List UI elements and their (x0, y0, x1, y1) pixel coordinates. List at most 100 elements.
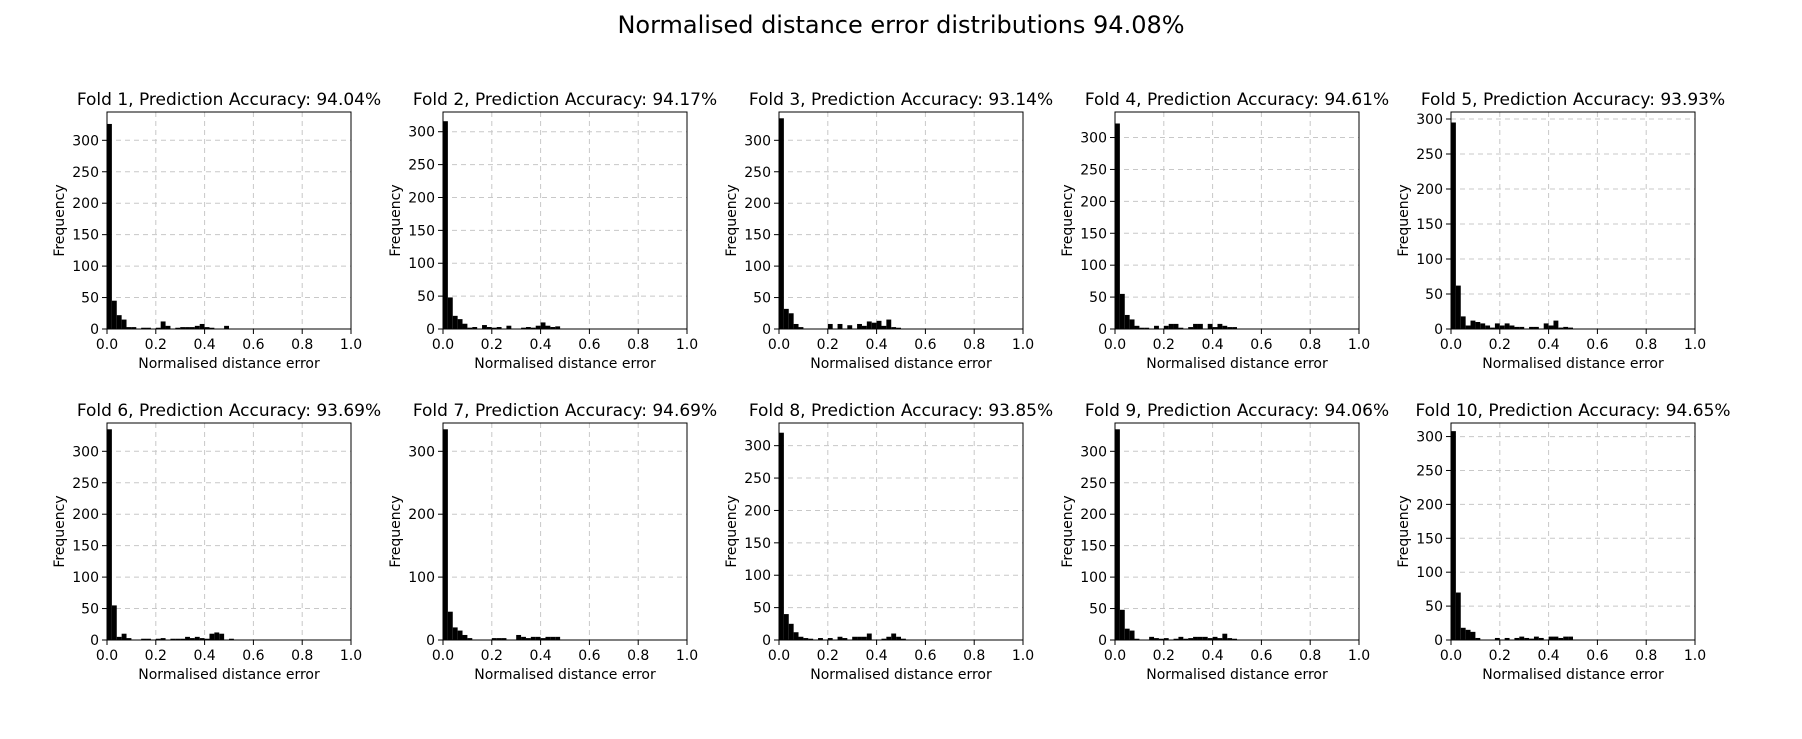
x-tick-label: 0.4 (1537, 648, 1559, 664)
histogram-bar (1494, 323, 1500, 329)
histogram-bar (1509, 325, 1515, 329)
panel-title: Fold 1, Prediction Accuracy: 94.04% (77, 90, 381, 110)
panel-title: Fold 2, Prediction Accuracy: 94.17% (413, 90, 717, 110)
histogram-bar (1124, 314, 1130, 329)
histogram-bar (1451, 122, 1456, 329)
histogram-bar (1154, 325, 1159, 329)
axes-frame (442, 422, 688, 641)
x-tick-label: 0.2 (1153, 648, 1175, 664)
histogram-bar (1202, 636, 1208, 640)
histogram-bar (107, 123, 112, 330)
histogram-bar (1193, 323, 1198, 329)
histogram-bar (555, 326, 561, 329)
histogram-bar (1558, 637, 1564, 640)
histogram-bar (121, 319, 127, 329)
histogram-panel-5: 0.0 0.2 0.4 0.6 0.8 1.0 0 50 100 150 200 250 300 Fold… (1396, 90, 1725, 372)
y-tick-label: 50 (81, 602, 99, 618)
histogram-bar (896, 636, 901, 640)
y-tick-label: 150 (1416, 217, 1443, 233)
histogram-bar (452, 627, 458, 640)
panel-title: Fold 6, Prediction Accuracy: 93.69% (77, 401, 381, 421)
histogram-bar (1197, 636, 1203, 640)
histogram-bar (857, 323, 862, 329)
x-tick-label: 0.6 (578, 648, 600, 664)
y-tick-label: 200 (72, 507, 99, 523)
y-axis-label: Frequency (1396, 495, 1412, 567)
histogram-bar (545, 636, 551, 640)
x-tick-label: 0.0 (1104, 337, 1126, 353)
histogram-bar (798, 327, 804, 329)
histogram-bar (1455, 592, 1461, 640)
histogram-bar (827, 638, 833, 640)
histogram-bar (1514, 637, 1520, 640)
y-tick-label: 50 (1425, 599, 1443, 615)
histogram-bar (852, 636, 858, 640)
y-tick-label: 250 (1416, 147, 1443, 163)
y-tick-label: 300 (1416, 112, 1443, 128)
histogram-bar (1504, 637, 1510, 640)
x-tick-label: 0.2 (1153, 337, 1175, 353)
histogram-bar (155, 327, 161, 329)
y-tick-label: 50 (1089, 290, 1107, 306)
histogram-panel-2: 0.0 0.2 0.4 0.6 0.8 1.0 0 50 100 150 200 250 300 Fold… (388, 90, 717, 372)
histogram-bar (457, 630, 463, 640)
histogram-bar (1524, 637, 1530, 640)
y-axis-label: Frequency (1060, 495, 1076, 567)
histogram-bar (486, 327, 492, 329)
histogram-bar (783, 614, 789, 640)
y-axis-label: Frequency (52, 495, 68, 567)
y-tick-label: 0 (1434, 633, 1443, 649)
histogram-bar (170, 638, 176, 640)
y-tick-label: 150 (744, 536, 771, 552)
histogram-bar (1465, 629, 1471, 640)
histogram-bar (779, 118, 784, 329)
histogram-bar (175, 327, 181, 329)
histogram-bar (1119, 609, 1125, 640)
histogram-panel-6: 0.0 0.2 0.4 0.6 0.8 1.0 0 50 100 150 200 250 300 Fold… (52, 401, 381, 683)
histogram-bar (1222, 325, 1228, 329)
histogram-bar (1519, 636, 1525, 640)
x-tick-label: 1.0 (340, 337, 362, 353)
x-axis-label: Normalised distance error (1146, 356, 1328, 372)
histogram-bar (1119, 293, 1125, 329)
y-tick-label: 100 (72, 570, 99, 586)
histogram-bar (540, 638, 546, 640)
y-axis-label: Frequency (52, 184, 68, 256)
histogram-bar (788, 313, 794, 329)
y-tick-label: 0 (762, 322, 771, 338)
histogram-bar (199, 638, 205, 640)
y-tick-label: 100 (1080, 570, 1107, 586)
x-tick-label: 0.8 (627, 337, 649, 353)
histogram-bar (496, 638, 502, 640)
histogram-bar (1451, 431, 1456, 640)
histogram-bar (842, 638, 848, 640)
panel-title: Fold 9, Prediction Accuracy: 94.06% (1085, 401, 1389, 421)
y-tick-label: 200 (408, 190, 435, 206)
x-tick-label: 0.4 (1201, 337, 1223, 353)
histogram-bar (1227, 327, 1233, 329)
histogram-bar (857, 636, 862, 640)
x-axis-label: Normalised distance error (138, 667, 320, 683)
histogram-bar (467, 638, 473, 640)
histogram-bar (111, 300, 117, 329)
y-tick-label: 300 (744, 439, 771, 455)
histogram-bar (837, 323, 843, 329)
histogram-bar (793, 632, 799, 640)
histogram-bar (1558, 327, 1564, 329)
histogram-bar (876, 320, 882, 329)
histogram-bar (141, 638, 147, 640)
x-tick-label: 0.8 (1635, 337, 1657, 353)
x-tick-label: 1.0 (1012, 337, 1034, 353)
x-tick-label: 0.8 (1299, 648, 1321, 664)
histogram-bar (535, 636, 541, 640)
figure-title: Normalised distance error distributions … (617, 11, 1184, 39)
histogram-bar (204, 638, 210, 640)
x-axis-label: Normalised distance error (1146, 667, 1328, 683)
panel-title: Fold 8, Prediction Accuracy: 93.85% (749, 401, 1053, 421)
histogram-bar (189, 638, 195, 640)
histogram-bar (180, 638, 186, 640)
histogram-bar (1475, 637, 1481, 640)
y-tick-label: 250 (744, 165, 771, 181)
histogram-bar (1227, 638, 1233, 640)
y-tick-label: 150 (744, 228, 771, 244)
